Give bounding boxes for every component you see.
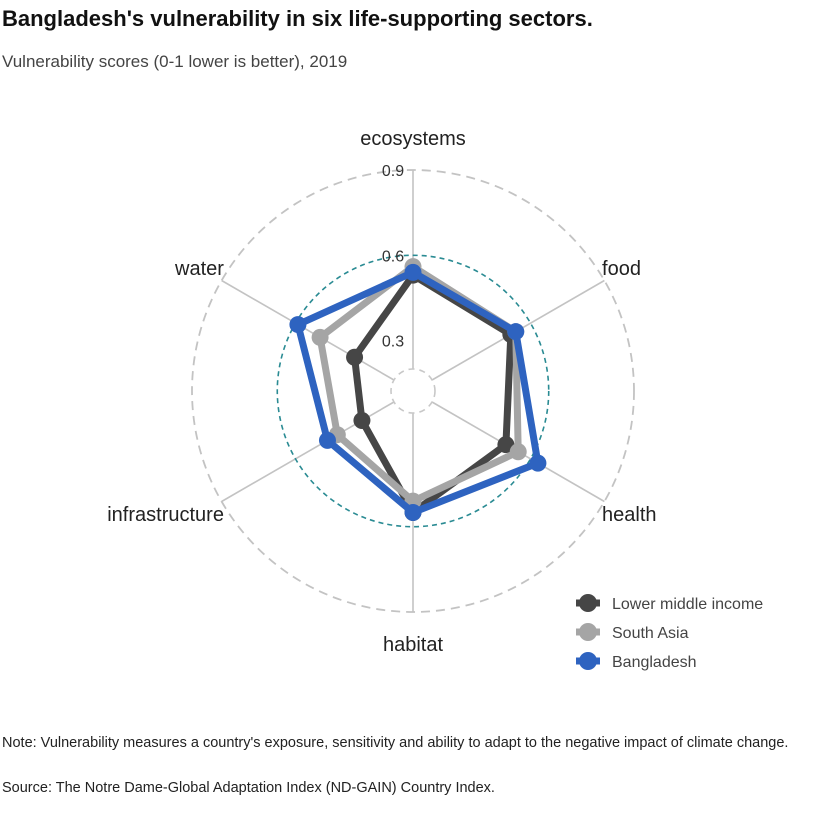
data-point: [318, 431, 336, 449]
axis-label-infrastructure: infrastructure: [107, 504, 224, 526]
chart-note: Note: Vulnerability measures a country's…: [2, 735, 789, 751]
legend-swatch-marker: [579, 594, 597, 612]
legend-label: South Asia: [612, 625, 689, 642]
axis-label-habitat: habitat: [383, 634, 443, 656]
data-point: [507, 323, 525, 341]
spoke-water: [221, 279, 395, 381]
axis-label-water: water: [174, 258, 224, 280]
radar-chart: ecosystems food health habitat infrastructur…: [107, 128, 763, 671]
data-point: [346, 348, 364, 366]
legend-label: Lower middle income: [612, 596, 763, 613]
radar-labels: ecosystems food health habitat infrastructur…: [107, 128, 656, 656]
grid-ring-outer: [191, 169, 635, 613]
chart-title: Bangladesh's vulnerability in six life-s…: [2, 6, 593, 31]
data-point: [404, 504, 422, 521]
axis-label-ecosystems: ecosystems: [360, 128, 466, 150]
radial-tick-label: 0.9: [382, 163, 404, 180]
data-point: [289, 316, 307, 334]
axis-label-food: food: [602, 258, 641, 280]
data-point: [404, 263, 422, 281]
series-line-2: [294, 268, 542, 516]
data-point: [353, 411, 371, 429]
radial-tick-label: 0.6: [382, 248, 404, 265]
radial-tick-label: 0.3: [382, 334, 404, 351]
radar-grid: [191, 169, 635, 613]
data-point: [497, 436, 515, 454]
grid-ring-highlight: [276, 254, 550, 528]
axis-label-health: health: [602, 504, 657, 526]
chart-source: Source: The Notre Dame-Global Adaptation…: [2, 780, 495, 796]
grid-ring-inner: [390, 368, 436, 414]
data-point: [509, 443, 527, 461]
radar-series: [289, 258, 547, 521]
data-point: [311, 328, 329, 346]
data-point: [529, 454, 547, 472]
legend-swatch-marker: [579, 652, 597, 670]
legend-swatch-marker: [579, 623, 597, 641]
chart-legend: Lower middle income South Asia Bangladesh: [576, 594, 763, 671]
legend-label: Bangladesh: [612, 654, 697, 671]
chart-subtitle: Vulnerability scores (0-1 lower is bette…: [2, 52, 348, 71]
